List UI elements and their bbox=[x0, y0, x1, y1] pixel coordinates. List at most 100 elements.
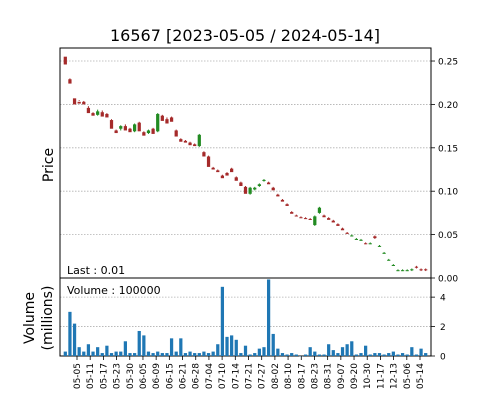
volume-bar bbox=[373, 353, 377, 356]
candle-body bbox=[253, 187, 257, 190]
date-tick-label: 08-10 bbox=[284, 363, 294, 389]
candle-body bbox=[266, 182, 271, 185]
volume-bar bbox=[169, 338, 174, 356]
volume-bar bbox=[364, 345, 368, 356]
date-tick-label: 07-04 bbox=[205, 363, 215, 389]
candle-body bbox=[128, 128, 132, 133]
candle-body bbox=[82, 101, 86, 105]
date-tick-label: 05-05 bbox=[73, 363, 83, 389]
price-tick-label: 0.05 bbox=[438, 231, 458, 241]
volume-bar bbox=[271, 333, 275, 356]
candle-body bbox=[396, 270, 400, 272]
date-tick-label: 12-13 bbox=[390, 363, 400, 389]
price-gridlines bbox=[60, 60, 431, 279]
candle-body bbox=[137, 122, 141, 132]
volume-bar bbox=[266, 279, 271, 356]
candle-body bbox=[276, 194, 280, 197]
candle-body bbox=[179, 139, 183, 142]
candle-body bbox=[317, 207, 322, 213]
candle-body bbox=[280, 199, 285, 202]
candle-body bbox=[373, 236, 377, 239]
date-tick-label: 06-28 bbox=[192, 363, 202, 389]
volume-bar bbox=[359, 353, 363, 356]
date-tick-label: 06-15 bbox=[165, 363, 175, 389]
volume-bar bbox=[206, 353, 211, 356]
volume-bar bbox=[193, 353, 197, 356]
volume-bar bbox=[396, 354, 400, 356]
price-panel-frame bbox=[59, 47, 432, 279]
volume-bar bbox=[225, 336, 229, 356]
candle-body bbox=[336, 224, 340, 226]
volume-bar-series bbox=[63, 279, 428, 357]
date-axis-ticks: 05-05 05-11 05-17 05-23 05-30 06-05 06-09 06-15… bbox=[73, 356, 426, 389]
candle-body bbox=[303, 218, 308, 220]
date-tick-label: 05-17 bbox=[99, 363, 109, 389]
price-tick-label: 0.25 bbox=[438, 58, 458, 68]
volume-bar bbox=[303, 354, 308, 356]
date-tick-label: 07-21 bbox=[245, 363, 255, 389]
date-tick-label: 06-09 bbox=[152, 363, 162, 389]
candle-body bbox=[248, 187, 252, 194]
candle-body bbox=[285, 204, 289, 206]
candle-body bbox=[322, 215, 326, 218]
volume-bar bbox=[119, 351, 123, 356]
volume-bar bbox=[151, 353, 155, 356]
volume-bar bbox=[377, 353, 382, 356]
volume-bar bbox=[114, 351, 118, 356]
volume-bar bbox=[419, 348, 423, 356]
candle-body bbox=[225, 172, 229, 176]
volume-bar bbox=[317, 354, 322, 356]
volume-tick-label: 4 bbox=[440, 294, 446, 304]
price-tick-label: 0.15 bbox=[438, 144, 458, 154]
candle-body bbox=[345, 232, 349, 234]
candle-body bbox=[239, 182, 243, 186]
candle-body bbox=[419, 269, 423, 271]
volume-bar bbox=[322, 354, 326, 356]
candle-body bbox=[294, 215, 298, 217]
candle-body bbox=[313, 216, 317, 226]
candle-body bbox=[290, 212, 294, 214]
candle-body bbox=[211, 167, 215, 170]
candle-body bbox=[100, 112, 104, 117]
candle-body bbox=[109, 120, 114, 129]
volume-bar bbox=[82, 351, 86, 356]
candle-body bbox=[202, 152, 206, 157]
candle-body bbox=[424, 269, 428, 271]
volume-bar bbox=[72, 323, 77, 356]
volume-bar bbox=[368, 354, 372, 356]
candle-body bbox=[68, 79, 72, 84]
volume-bar bbox=[202, 351, 206, 356]
candle-body bbox=[405, 270, 409, 272]
date-tick-label: 08-02 bbox=[271, 363, 281, 389]
candle-body bbox=[86, 107, 91, 114]
volume-bar bbox=[109, 353, 114, 356]
candle-body bbox=[391, 264, 395, 266]
candle-body bbox=[183, 140, 188, 143]
volume-annotation: Volume : 100000 bbox=[67, 284, 161, 297]
candle-body bbox=[257, 184, 261, 186]
volume-bar bbox=[243, 345, 248, 356]
volume-bar bbox=[327, 344, 331, 356]
volume-bar bbox=[391, 351, 395, 356]
candle-body bbox=[206, 156, 211, 167]
price-tick-label: 0.20 bbox=[438, 101, 458, 111]
volume-bar bbox=[174, 351, 178, 356]
volume-bar bbox=[96, 347, 100, 356]
volume-bar bbox=[160, 353, 164, 356]
volume-bar bbox=[350, 341, 354, 356]
date-tick-label: 06-05 bbox=[139, 363, 149, 389]
volume-bar bbox=[414, 354, 419, 356]
volume-bar bbox=[123, 341, 127, 356]
volume-bar bbox=[345, 344, 349, 356]
candle-body bbox=[91, 113, 95, 116]
volume-bar bbox=[313, 351, 317, 356]
candle-body bbox=[174, 130, 178, 137]
volume-bar bbox=[77, 347, 81, 356]
volume-bar bbox=[285, 354, 289, 356]
candle-body bbox=[197, 134, 201, 147]
candle-body bbox=[114, 130, 118, 134]
candle-body bbox=[151, 128, 155, 134]
candle-body bbox=[193, 144, 197, 147]
volume-bar bbox=[211, 351, 215, 356]
date-tick-label: 05-14 bbox=[416, 363, 426, 389]
